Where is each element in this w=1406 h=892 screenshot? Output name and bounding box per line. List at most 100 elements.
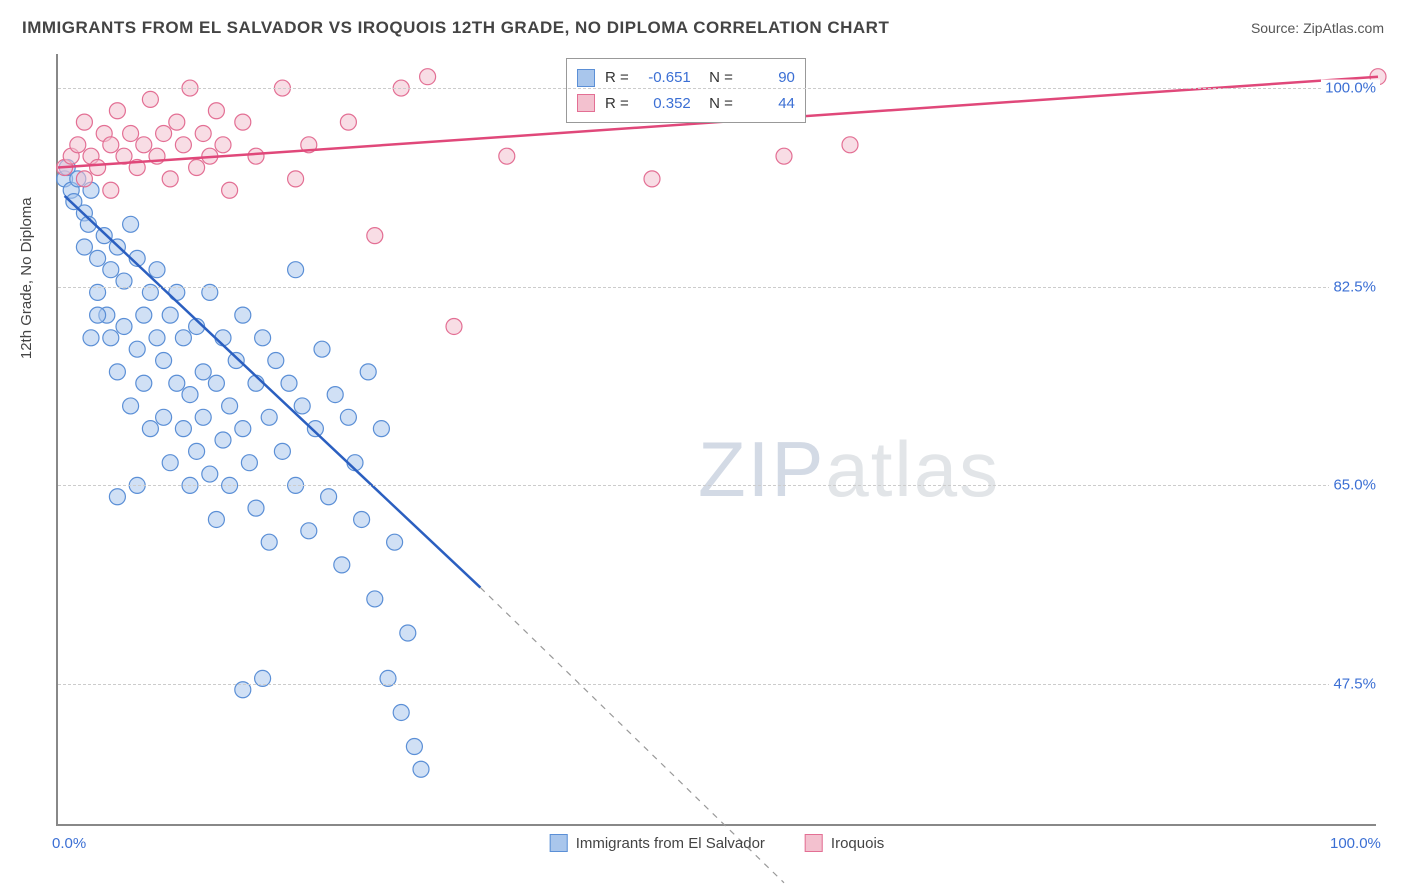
data-point [195,409,211,425]
data-point [228,353,244,369]
gridline [58,684,1376,685]
data-point [175,137,191,153]
data-point [109,364,125,380]
data-point [103,137,119,153]
data-point [387,534,403,550]
data-point [360,364,376,380]
data-point [367,228,383,244]
data-point [76,239,92,255]
data-point [235,114,251,130]
n-label: N = [701,91,733,117]
data-point [215,137,231,153]
data-point [248,500,264,516]
data-point [294,398,310,414]
ytick-label: 82.5% [1329,278,1380,295]
data-point [156,353,172,369]
data-point [340,114,356,130]
data-point [208,375,224,391]
data-point [169,375,185,391]
data-point [90,307,106,323]
data-point [123,398,139,414]
chart-title: IMMIGRANTS FROM EL SALVADOR VS IROQUOIS … [22,18,889,38]
stats-row-2: R = 0.352 N = 44 [577,91,795,117]
data-point [103,262,119,278]
data-point [307,421,323,437]
data-point [274,443,290,459]
data-point [90,250,106,266]
data-point [175,421,191,437]
data-point [103,182,119,198]
series2-r-value: 0.352 [639,91,691,117]
data-point [195,364,211,380]
data-point [96,228,112,244]
data-point [109,103,125,119]
correlation-stats-box: R = -0.651 N = 90 R = 0.352 N = 44 [566,58,806,123]
data-point [215,432,231,448]
data-point [222,182,238,198]
data-point [261,534,277,550]
gridline [58,88,1376,89]
data-point [123,125,139,141]
series2-swatch [577,94,595,112]
data-point [142,421,158,437]
bottom-legend: Immigrants from El Salvador Iroquois [550,834,885,852]
source-prefix: Source: [1251,20,1303,36]
data-point [83,330,99,346]
data-point [162,171,178,187]
data-point [149,330,165,346]
data-point [123,216,139,232]
data-point [499,148,515,164]
data-point [76,171,92,187]
data-point [261,409,277,425]
source-attribution: Source: ZipAtlas.com [1251,20,1384,36]
data-point [235,307,251,323]
data-point [644,171,660,187]
plot-area: ZIPatlas R = -0.651 N = 90 R = 0.352 N =… [56,54,1376,826]
chart-svg [58,54,1376,824]
r-label: R = [605,65,629,91]
data-point [373,421,389,437]
legend-label-1: Immigrants from El Salvador [576,835,765,852]
data-point [103,330,119,346]
series1-n-value: 90 [743,65,795,91]
data-point [241,455,257,471]
data-point [195,125,211,141]
legend-label-2: Iroquois [831,835,884,852]
data-point [281,375,297,391]
stats-row-1: R = -0.651 N = 90 [577,65,795,91]
data-point [446,318,462,334]
data-point [116,318,132,334]
data-point [314,341,330,357]
data-point [321,489,337,505]
ytick-label: 47.5% [1329,676,1380,693]
n-label: N = [701,65,733,91]
xtick-label: 0.0% [52,835,86,852]
data-point [76,114,92,130]
data-point [327,387,343,403]
data-point [189,160,205,176]
data-point [169,114,185,130]
series2-n-value: 44 [743,91,795,117]
xtick-label: 100.0% [1330,835,1381,852]
gridline [58,485,1376,486]
legend-item-1: Immigrants from El Salvador [550,834,765,852]
data-point [255,330,271,346]
trend-line [65,196,481,588]
data-point [90,160,106,176]
data-point [149,262,165,278]
data-point [367,591,383,607]
data-point [136,137,152,153]
data-point [70,137,86,153]
data-point [208,511,224,527]
data-point [268,353,284,369]
data-point [776,148,792,164]
data-point [189,443,205,459]
data-point [248,148,264,164]
data-point [208,103,224,119]
legend-swatch-1 [550,834,568,852]
data-point [420,69,436,85]
data-point [142,91,158,107]
data-point [129,341,145,357]
series1-swatch [577,69,595,87]
data-point [222,398,238,414]
